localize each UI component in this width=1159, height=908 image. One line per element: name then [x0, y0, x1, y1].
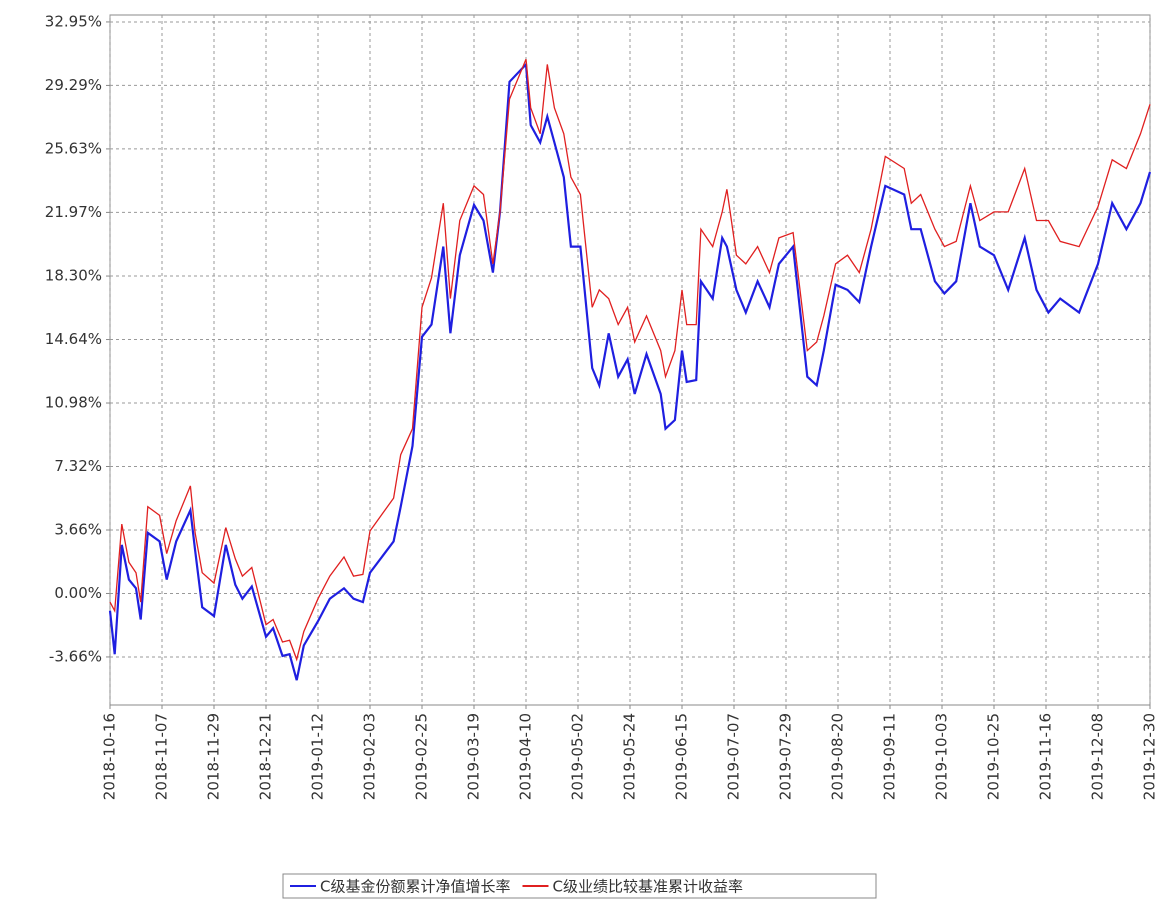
x-tick-label: 2019-05-02: [569, 713, 587, 800]
x-tick-label: 2018-10-16: [101, 713, 119, 800]
x-tick-label: 2018-11-29: [205, 713, 223, 800]
x-tick-label: 2018-12-21: [257, 713, 275, 800]
y-tick-label: 21.97%: [45, 203, 102, 221]
y-tick-label: 29.29%: [45, 76, 102, 94]
x-tick-label: 2019-03-19: [465, 713, 483, 800]
x-tick-label: 2019-08-20: [829, 713, 847, 800]
x-tick-label: 2019-10-03: [933, 713, 951, 800]
y-tick-label: 0.00%: [54, 584, 102, 602]
series-line: [109, 58, 1151, 662]
x-tick-label: 2019-12-30: [1141, 713, 1159, 800]
x-tick-label: 2019-12-08: [1089, 713, 1107, 800]
x-tick-label: 2019-06-15: [673, 713, 691, 800]
x-tick-label: 2019-07-29: [777, 713, 795, 800]
y-tick-label: 18.30%: [45, 267, 102, 285]
x-tick-label: 2019-09-11: [881, 713, 899, 800]
y-tick-label: 7.32%: [54, 457, 102, 475]
x-tick-label: 2019-01-12: [309, 713, 327, 800]
legend-box: [282, 873, 877, 899]
x-tick-label: 2019-05-24: [621, 713, 639, 800]
legend-label: C级业绩比较基准累计收益率: [552, 878, 742, 896]
y-tick-label: 25.63%: [45, 139, 102, 157]
x-tick-label: 2018-11-07: [153, 713, 171, 800]
x-tick-label: 2019-10-25: [985, 713, 1003, 800]
x-tick-label: 2019-02-03: [361, 713, 379, 800]
y-tick-label: 3.66%: [54, 520, 102, 538]
x-tick-label: 2019-11-16: [1037, 713, 1055, 800]
y-tick-label: 10.98%: [45, 394, 102, 412]
x-tick-label: 2019-04-10: [517, 713, 535, 800]
y-tick-label: 32.95%: [45, 12, 102, 30]
y-tick-label: 14.64%: [45, 330, 102, 348]
x-tick-label: 2019-07-07: [725, 713, 743, 800]
series-line: [108, 61, 1152, 681]
legend-label: C级基金份额累计净值增长率: [320, 878, 510, 896]
legend: C级基金份额累计净值增长率 C级业绩比较基准累计收益率: [290, 878, 743, 896]
y-tick-label: -3.66%: [49, 647, 102, 665]
x-tick-label: 2019-02-25: [413, 713, 431, 800]
